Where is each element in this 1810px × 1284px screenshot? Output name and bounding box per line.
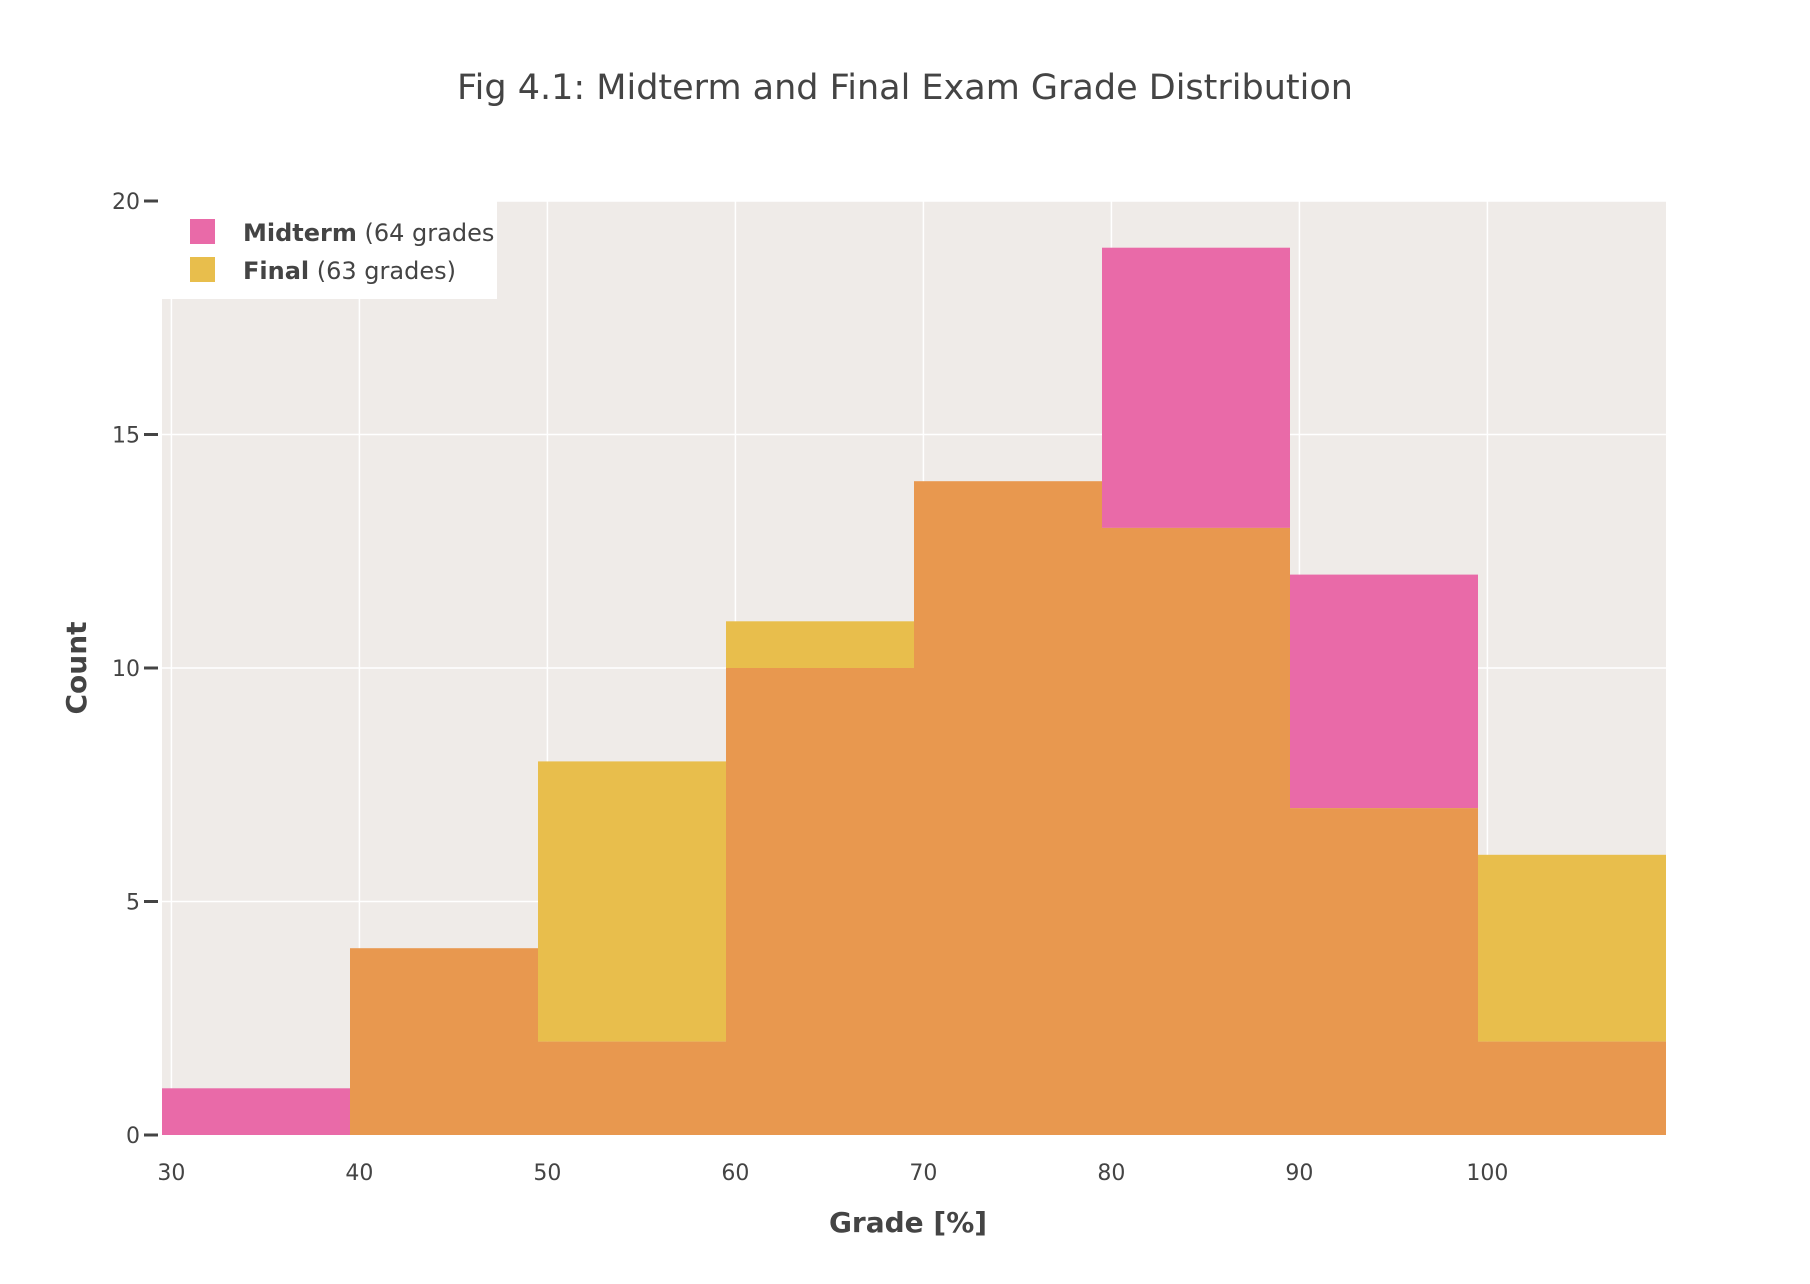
legend-box [162,201,497,299]
legend-swatch-midterm [190,219,215,244]
x-tick-label: 60 [721,1161,749,1186]
bar-final [1478,854,1666,1042]
y-tick-label: 5 [126,891,140,916]
y-tick-label: 0 [126,1124,140,1149]
bar-overlap [538,1041,726,1135]
bar-final [538,761,726,1042]
x-tick-label: 70 [909,1161,937,1186]
x-tick-label: 40 [345,1161,373,1186]
bar-overlap [1102,527,1290,1135]
bars [162,247,1666,1135]
axes: 0 5 10 15 20 30 40 50 60 70 80 90 100 [112,190,1508,1186]
bar-final [726,621,914,668]
x-tick-label: 90 [1285,1161,1313,1186]
legend-label-midterm: Midterm (64 grades [243,219,494,247]
x-tick-label: 30 [157,1161,185,1186]
x-axis-title: Grade [%] [829,1206,987,1239]
y-axis-title: Count [60,621,93,714]
legend-swatch-final [190,257,215,282]
legend-label-final: Final (63 grades) [243,257,456,285]
bar-overlap [726,668,914,1135]
bar-midterm [162,1088,350,1135]
y-tick-label: 15 [112,424,140,449]
x-tick-label: 100 [1466,1161,1508,1186]
bar-overlap [350,948,538,1135]
bar-overlap [1290,808,1478,1135]
y-tick-label: 10 [112,657,140,682]
x-tick-label: 80 [1097,1161,1125,1186]
legend[interactable]: Midterm (64 grades Final (63 grades) [162,201,497,299]
chart-title: Fig 4.1: Midterm and Final Exam Grade Di… [457,68,1353,108]
bar-overlap [914,481,1102,1135]
y-tick-label: 20 [112,190,140,215]
x-tick-label: 50 [533,1161,561,1186]
bar-midterm [1102,247,1290,528]
bar-midterm [1290,574,1478,809]
bar-overlap [1478,1041,1666,1135]
